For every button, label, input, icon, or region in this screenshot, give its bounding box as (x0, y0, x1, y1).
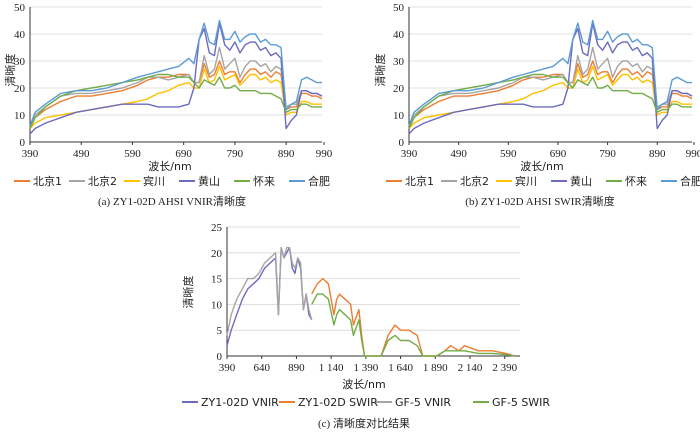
legend-label: ZY1-02D VNIR (201, 396, 279, 409)
legend-label: 北京1 (33, 174, 62, 188)
x-tick-label: 1 390 (353, 362, 378, 374)
x-tick-label: 590 (124, 148, 141, 160)
xlabel-c: 波长/nm (342, 378, 385, 391)
y-tick-label: 25 (211, 222, 223, 234)
y-tick-label: 40 (393, 29, 405, 41)
y-tick-label: 10 (393, 110, 405, 122)
x-tick-label: 2 140 (458, 362, 483, 374)
legend-c: ZY1-02D VNIR ZY1-02D SWIR GF-5 VNIR GF-5 SW… (182, 396, 550, 409)
legend-b: 北京1 北京2 宾川 黄山 怀来 合肥 (386, 174, 700, 188)
x-tick-label: 2 390 (492, 362, 517, 374)
xlabel-b: 波长/nm (520, 160, 563, 173)
series-line-北京1 (408, 60, 693, 129)
ylabel-c: 清晰度 (181, 276, 195, 309)
x-tick-label: 490 (73, 148, 90, 160)
y-tick-label: 50 (14, 2, 26, 14)
x-tick-label: 690 (175, 148, 192, 160)
plot-area-c: 0 5 10 15 20 25 390 640 890 1 140 1 390 1 640 1 890 2… (211, 222, 520, 374)
legend-label: 合肥 (308, 174, 330, 188)
legend-label: 怀来 (253, 175, 275, 188)
x-tick-label: 1 640 (388, 362, 413, 374)
y-tick-label: 10 (14, 110, 26, 122)
y-tick-label: 40 (14, 29, 26, 41)
series-line-怀来 (29, 73, 322, 129)
x-tick-label: 890 (278, 148, 295, 160)
series-line-ZY1-02D-VNIR (226, 246, 313, 346)
x-tick-label: 890 (288, 362, 305, 374)
caption-c: (c) 清晰度对比结果 (318, 416, 410, 430)
legend-label: GF-5 VNIR (395, 396, 451, 409)
y-tick-label: 30 (14, 56, 26, 68)
y-tick-label: 30 (393, 56, 405, 68)
panel-b: 0 10 20 30 40 50 390 490 590 690 790 890 990 清晰度 波长/… (373, 2, 700, 208)
x-tick-label: 790 (227, 148, 244, 160)
legend-label: 怀来 (625, 175, 647, 188)
x-tick-label: 690 (550, 148, 567, 160)
panel-a: 0 10 20 30 40 50 390 490 590 690 790 890 990 清晰度 波长/… (3, 2, 333, 208)
legend-label: 北京2 (460, 174, 489, 188)
y-tick-label: 0 (399, 137, 405, 149)
legend-label: 北京1 (405, 174, 434, 188)
legend-label: 黄山 (198, 174, 220, 188)
series-line-合肥 (29, 19, 322, 127)
legend-label: 黄山 (570, 174, 592, 188)
x-tick-label: 1 890 (423, 362, 448, 374)
x-tick-label: 640 (253, 362, 270, 374)
y-tick-label: 20 (393, 83, 405, 95)
legend-a: 北京1 北京2 宾川 黄山 怀来 合肥 (14, 174, 330, 188)
ylabel-a: 清晰度 (3, 54, 17, 87)
ylabel-b: 清晰度 (373, 54, 387, 87)
series-line-GF-5-SWIR (311, 293, 515, 357)
x-tick-label: 390 (22, 148, 39, 160)
y-tick-label: 20 (211, 248, 223, 260)
series-line-怀来 (408, 73, 692, 129)
y-tick-label: 0 (217, 351, 223, 363)
series-line-北京2 (408, 46, 693, 127)
x-tick-label: 990 (316, 148, 333, 160)
y-tick-label: 10 (211, 299, 223, 311)
y-tick-label: 20 (14, 83, 26, 95)
x-tick-label: 390 (219, 362, 236, 374)
caption-b: (b) ZY1-02D AHSI SWIR清晰度 (465, 194, 614, 208)
plot-area-a: 0 10 20 30 40 50 390 490 590 690 790 890 990 (14, 2, 333, 160)
x-tick-label: 790 (599, 148, 616, 160)
x-tick-label: 390 (401, 148, 418, 160)
caption-a: (a) ZY1-02D AHSI VNIR清晰度 (98, 194, 246, 208)
panel-c: 0 5 10 15 20 25 390 640 890 1 140 1 390 1 640 1 890 2… (181, 222, 550, 430)
series-line-北京2 (29, 46, 323, 127)
y-tick-label: 0 (20, 137, 26, 149)
legend-label: 北京2 (88, 174, 117, 188)
series-line-GF-5-VNIR (226, 246, 313, 336)
legend-label: GF-5 SWIR (492, 396, 550, 409)
series-line-合肥 (408, 19, 692, 127)
y-tick-label: 5 (217, 325, 223, 337)
xlabel-a: 波长/nm (148, 160, 191, 173)
series-line-北京1 (29, 60, 323, 129)
y-tick-label: 15 (211, 274, 223, 286)
legend-label: 宾川 (515, 174, 537, 188)
legend-label: 合肥 (680, 174, 700, 188)
legend-label: ZY1-02D SWIR (298, 396, 378, 409)
series-line-ZY1-02D-SWIR (311, 277, 515, 357)
x-tick-label: 1 140 (319, 362, 344, 374)
series-line-黄山 (408, 22, 693, 135)
x-tick-label: 890 (649, 148, 666, 160)
series-line-黄山 (29, 22, 323, 135)
x-tick-label: 490 (450, 148, 467, 160)
legend-label: 宾川 (143, 174, 165, 188)
x-tick-label: 990 (686, 148, 700, 160)
x-tick-label: 590 (500, 148, 517, 160)
y-tick-label: 50 (393, 2, 405, 14)
plot-area-b: 0 10 20 30 40 50 390 490 590 690 790 890 990 (393, 2, 700, 160)
